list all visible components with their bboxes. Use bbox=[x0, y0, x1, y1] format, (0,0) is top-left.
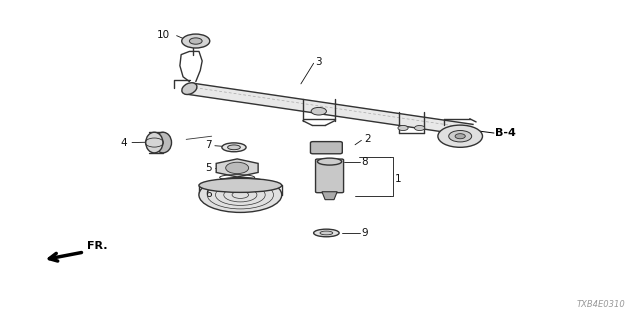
Ellipse shape bbox=[314, 229, 339, 237]
FancyBboxPatch shape bbox=[310, 142, 342, 154]
Ellipse shape bbox=[199, 178, 282, 192]
Text: 8: 8 bbox=[362, 156, 368, 167]
Circle shape bbox=[415, 125, 425, 131]
Text: 2: 2 bbox=[365, 134, 371, 144]
Text: FR.: FR. bbox=[88, 241, 108, 251]
Ellipse shape bbox=[228, 145, 241, 150]
Polygon shape bbox=[216, 159, 258, 177]
Circle shape bbox=[455, 134, 465, 139]
Text: 1: 1 bbox=[395, 174, 402, 184]
Text: 4: 4 bbox=[121, 138, 127, 148]
Text: 9: 9 bbox=[362, 228, 368, 238]
Text: 7: 7 bbox=[205, 140, 212, 150]
Ellipse shape bbox=[146, 132, 163, 153]
Circle shape bbox=[449, 131, 472, 142]
Ellipse shape bbox=[154, 132, 172, 153]
Circle shape bbox=[398, 125, 408, 131]
FancyBboxPatch shape bbox=[316, 159, 344, 193]
Circle shape bbox=[311, 108, 326, 115]
Circle shape bbox=[438, 125, 483, 147]
Ellipse shape bbox=[199, 177, 282, 212]
Polygon shape bbox=[186, 83, 473, 135]
Ellipse shape bbox=[320, 231, 333, 235]
Text: 5: 5 bbox=[205, 163, 212, 173]
Ellipse shape bbox=[222, 143, 246, 152]
Circle shape bbox=[189, 38, 202, 44]
Text: TXB4E0310: TXB4E0310 bbox=[577, 300, 626, 309]
Text: 10: 10 bbox=[157, 30, 170, 40]
Text: B-4: B-4 bbox=[495, 128, 516, 138]
Circle shape bbox=[226, 162, 248, 174]
Ellipse shape bbox=[182, 83, 197, 94]
Polygon shape bbox=[322, 192, 337, 200]
Text: 6: 6 bbox=[205, 189, 212, 199]
Circle shape bbox=[182, 34, 210, 48]
Text: 3: 3 bbox=[316, 57, 322, 67]
Ellipse shape bbox=[317, 158, 342, 165]
